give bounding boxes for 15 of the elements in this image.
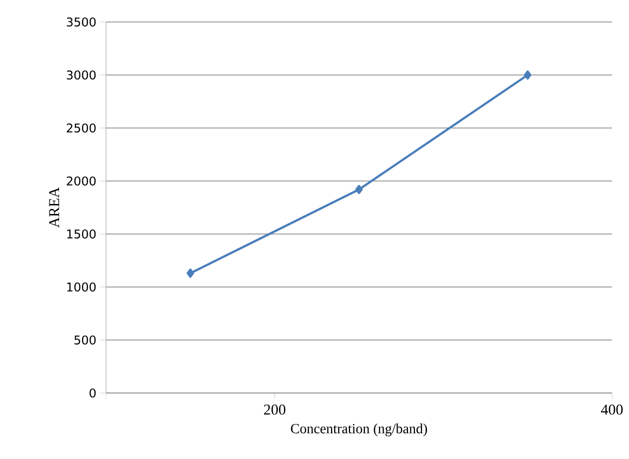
point (524, 70, 532, 80)
x-tick-label: 400 (601, 404, 623, 415)
y-tick-label: 3000 (66, 70, 96, 80)
y-tick-label: 3500 (66, 17, 96, 27)
x-axis-title: Concentration (ng/band) (290, 424, 428, 436)
y-tick-label: 1000 (67, 282, 96, 292)
y-tick-label: 0 (90, 388, 96, 398)
point (355, 184, 363, 194)
y-tick-label: 500 (74, 335, 96, 345)
y-tick-label: 2000 (66, 176, 96, 186)
y-axis-title: AREA (49, 187, 60, 228)
y-tick-label: 2500 (66, 123, 96, 133)
y-tick-label: 1500 (67, 229, 96, 239)
x-tick-label: 200 (264, 404, 286, 415)
point (186, 268, 194, 278)
